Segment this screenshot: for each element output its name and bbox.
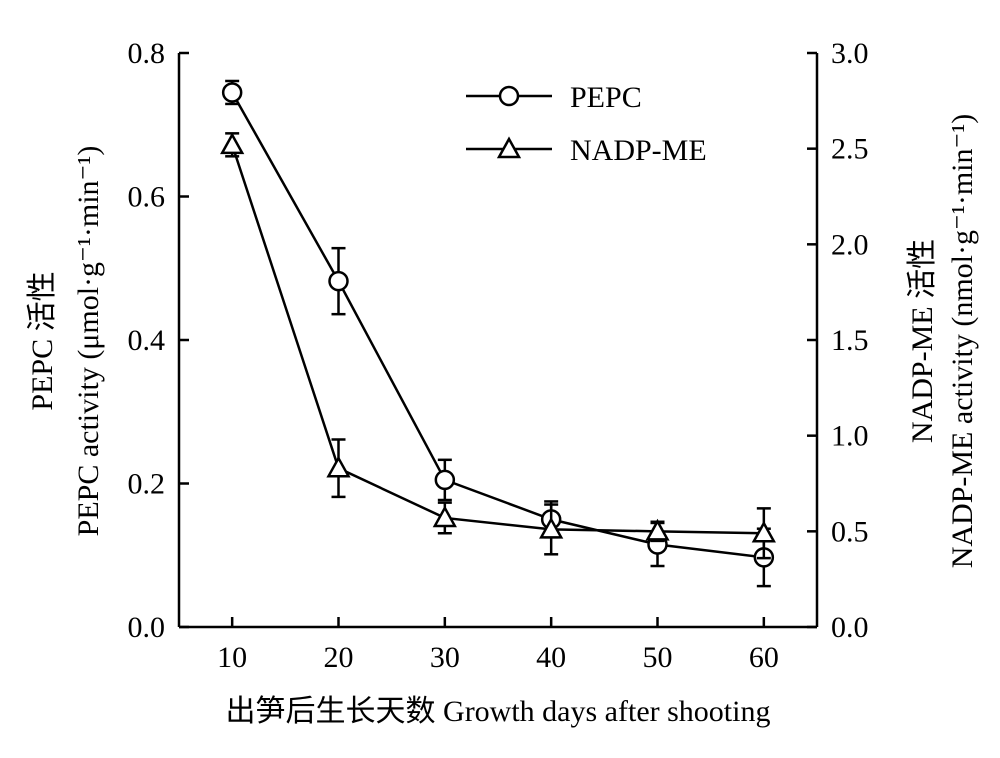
right-y-tick-label: 1.5 [831,324,869,357]
x-axis-title: 出笋后生长天数 Growth days after shooting [226,695,771,728]
right-axis-title-line2: NADP-ME activity (nmol·g⁻¹·min⁻¹) [946,114,979,569]
legend-label-nadp-me: NADP-ME [570,134,707,167]
data-point-nadp-me [220,132,245,155]
data-point-pepc [221,82,243,103]
axes: 10 20 30 40 50 60 0.0 0.2 0.4 0.6 0.8 0.0 0.5 1.0 1.5 2… [128,37,869,674]
data-point-nadp-me [645,518,670,541]
x-tick-label: 40 [536,641,566,674]
data-point-pepc [328,270,349,292]
left-y-tick-label: 0.8 [128,37,166,70]
left-y-tick-label: 0.4 [128,324,166,357]
right-y-tick-label: 2.0 [831,228,869,261]
left-axis-title-line1: PEPC 活性 [26,271,59,410]
right-y-tick-label: 2.5 [831,133,869,166]
left-axis-title-line2: PEPC activity (μmol·g⁻¹·min⁻¹) [72,146,105,537]
left-y-tick-label: 0.2 [128,468,166,501]
data-point-nadp-me [539,516,564,539]
data-point-nadp-me [751,520,776,543]
legend-triangle-marker [496,136,522,159]
series-line-pepc [231,91,764,559]
series-layer [220,79,776,588]
series-nadp-me [220,132,776,560]
legend: PEPC NADP-ME [466,81,707,167]
data-point-pepc [434,469,456,491]
x-tick-label: 10 [217,641,247,674]
right-y-tick-label: 0.0 [831,611,869,644]
x-tick-label: 30 [430,641,460,674]
legend-circle-marker [498,85,520,107]
right-y-tick-label: 1.0 [831,420,869,453]
x-tick-label: 50 [643,641,673,674]
legend-label-pepc: PEPC [570,81,642,114]
x-tick-label: 60 [749,641,779,674]
x-tick-label: 20 [324,641,354,674]
right-axis-title-line1: NADP-ME 活性 [906,239,939,443]
series-line-nadp-me [230,144,764,535]
right-y-tick-label: 0.5 [831,515,869,548]
right-y-tick-label: 3.0 [831,37,869,70]
left-y-tick-label: 0.0 [128,611,166,644]
left-y-tick-label: 0.6 [128,181,166,214]
data-point-nadp-me [326,455,351,478]
data-point-nadp-me [432,505,457,528]
